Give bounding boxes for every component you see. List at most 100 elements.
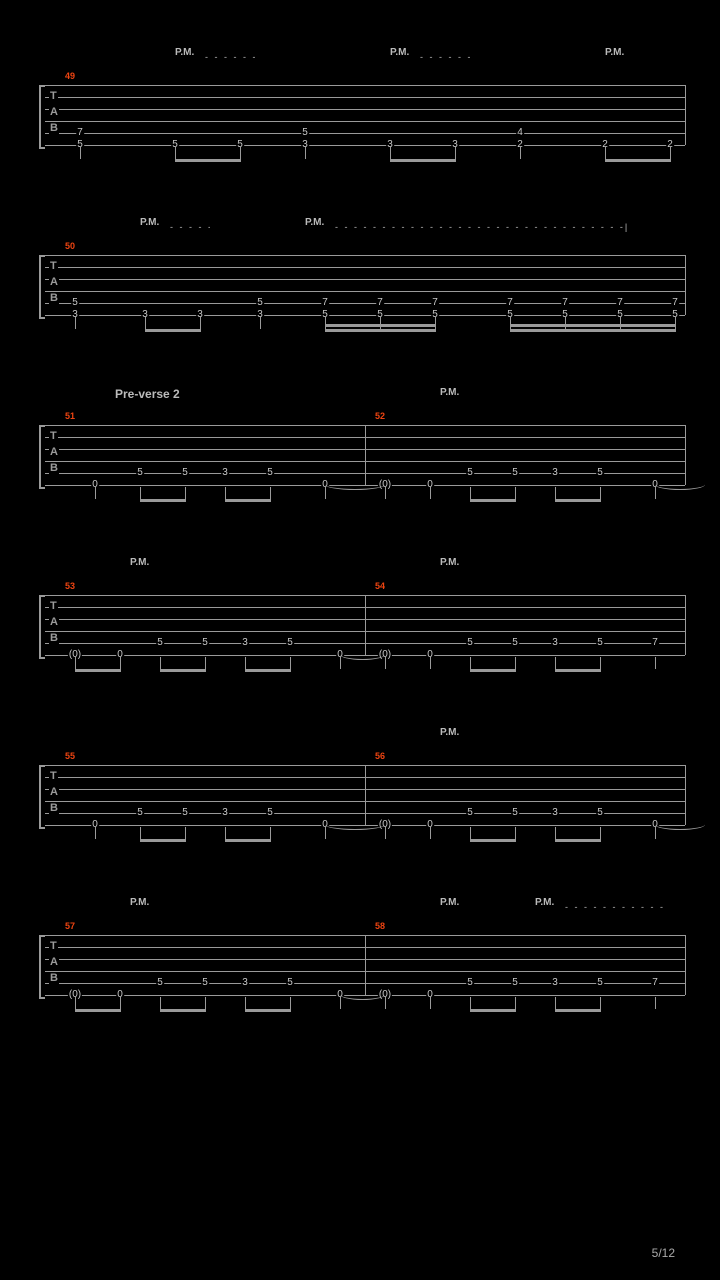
note-stem xyxy=(340,997,341,1009)
staff-line xyxy=(45,133,685,134)
fret-number: 3 xyxy=(551,638,559,648)
page-number: 5/12 xyxy=(652,1246,675,1260)
tab-staff: TAB49P.M.- - - - - - - - - - - - - - - -… xyxy=(45,85,685,145)
tab-clef-letter: B xyxy=(49,123,59,134)
note-stem xyxy=(515,827,516,839)
fret-number: 3 xyxy=(221,808,229,818)
note-beam xyxy=(510,324,676,327)
palm-mute-label: P.M. xyxy=(440,727,459,738)
note-stem xyxy=(385,997,386,1009)
note-beam xyxy=(140,839,186,842)
palm-mute-label: P.M. xyxy=(130,897,149,908)
note-beam xyxy=(555,499,601,502)
measure-number: 56 xyxy=(375,751,385,761)
note-stem xyxy=(380,317,381,329)
tab-system: TAB50P.M.- - - - - - - - - - - - - - - -… xyxy=(45,225,685,315)
note-beam xyxy=(510,329,676,332)
fret-number: 4 xyxy=(516,128,524,138)
note-stem xyxy=(325,827,326,839)
note-stem xyxy=(75,997,76,1009)
measure-number: 50 xyxy=(65,241,75,251)
note-beam xyxy=(470,839,516,842)
note-stem xyxy=(555,657,556,669)
fret-number: 7 xyxy=(321,298,329,308)
fret-number: 5 xyxy=(466,808,474,818)
barline xyxy=(685,935,686,995)
palm-mute-dash: - - - - - - - - - - - - - - - - - - - - … xyxy=(335,222,665,232)
note-beam xyxy=(245,1009,291,1012)
tab-system: TAB5758P.M.P.M.P.M.- - - - - - - - - - -… xyxy=(45,905,685,995)
palm-mute-label: P.M. xyxy=(535,897,554,908)
fret-number: 5 xyxy=(201,978,209,988)
note-stem xyxy=(95,827,96,839)
fret-number: 7 xyxy=(376,298,384,308)
staff-line xyxy=(45,267,685,268)
measure-number: 51 xyxy=(65,411,75,421)
note-stem xyxy=(555,997,556,1009)
tab-clef-letter: A xyxy=(49,447,59,458)
fret-number: 5 xyxy=(156,978,164,988)
note-stem xyxy=(675,317,676,329)
note-beam xyxy=(470,669,516,672)
fret-number: 7 xyxy=(431,298,439,308)
note-stem xyxy=(205,657,206,669)
fret-number: 5 xyxy=(511,978,519,988)
note-beam xyxy=(225,499,271,502)
palm-mute-label: P.M. xyxy=(440,897,459,908)
tab-staff: TAB5758P.M.P.M.P.M.- - - - - - - - - - -… xyxy=(45,935,685,995)
fret-number: 3 xyxy=(241,978,249,988)
note-stem xyxy=(385,657,386,669)
note-stem xyxy=(245,997,246,1009)
note-stem xyxy=(605,147,606,159)
fret-number: 5 xyxy=(596,808,604,818)
note-stem xyxy=(200,317,201,329)
fret-number: 5 xyxy=(256,298,264,308)
note-stem xyxy=(655,487,656,499)
tab-staff: TAB50P.M.- - - - - - - - - - - - - - - -… xyxy=(45,255,685,315)
measure-number: 49 xyxy=(65,71,75,81)
fret-number: 5 xyxy=(201,638,209,648)
tab-clef-letter: T xyxy=(49,941,58,952)
staff-bracket xyxy=(39,765,45,829)
note-beam xyxy=(470,499,516,502)
palm-mute-label: P.M. xyxy=(140,217,159,228)
tab-clef-letter: B xyxy=(49,463,59,474)
staff-line xyxy=(45,121,685,122)
note-stem xyxy=(515,657,516,669)
palm-mute-label: P.M. xyxy=(305,217,324,228)
palm-mute-label: P.M. xyxy=(175,47,194,58)
tab-system: TAB5354P.M.P.M.(0)055350(0)055357 xyxy=(45,565,685,655)
fret-number: 5 xyxy=(181,808,189,818)
tab-clef-letter: T xyxy=(49,771,58,782)
fret-number: 5 xyxy=(466,468,474,478)
tab-clef-letter: T xyxy=(49,601,58,612)
tab-clef-letter: A xyxy=(49,277,59,288)
staff-line xyxy=(45,85,685,86)
note-stem xyxy=(655,827,656,839)
tab-staff: TAB5354P.M.P.M.(0)055350(0)055357 xyxy=(45,595,685,655)
note-stem xyxy=(75,657,76,669)
note-stem xyxy=(520,147,521,159)
tab-staff: TAB5152Pre-verse 2P.M.055350(0)055350 xyxy=(45,425,685,485)
note-stem xyxy=(430,997,431,1009)
note-beam xyxy=(555,669,601,672)
fret-number: 5 xyxy=(511,638,519,648)
fret-number: 7 xyxy=(671,298,679,308)
note-stem xyxy=(470,827,471,839)
note-stem xyxy=(140,827,141,839)
note-stem xyxy=(80,147,81,159)
staff-line xyxy=(45,255,685,256)
note-beam xyxy=(245,669,291,672)
tie xyxy=(655,479,705,490)
note-beam xyxy=(160,1009,206,1012)
tab-clef-letter: B xyxy=(49,293,59,304)
fret-number: 3 xyxy=(241,638,249,648)
note-stem xyxy=(305,147,306,159)
note-beam xyxy=(555,1009,601,1012)
note-beam xyxy=(75,1009,121,1012)
note-stem xyxy=(655,657,656,669)
fret-number: 3 xyxy=(551,468,559,478)
note-stem xyxy=(75,317,76,329)
palm-mute-label: P.M. xyxy=(605,47,624,58)
note-beam xyxy=(325,329,436,332)
